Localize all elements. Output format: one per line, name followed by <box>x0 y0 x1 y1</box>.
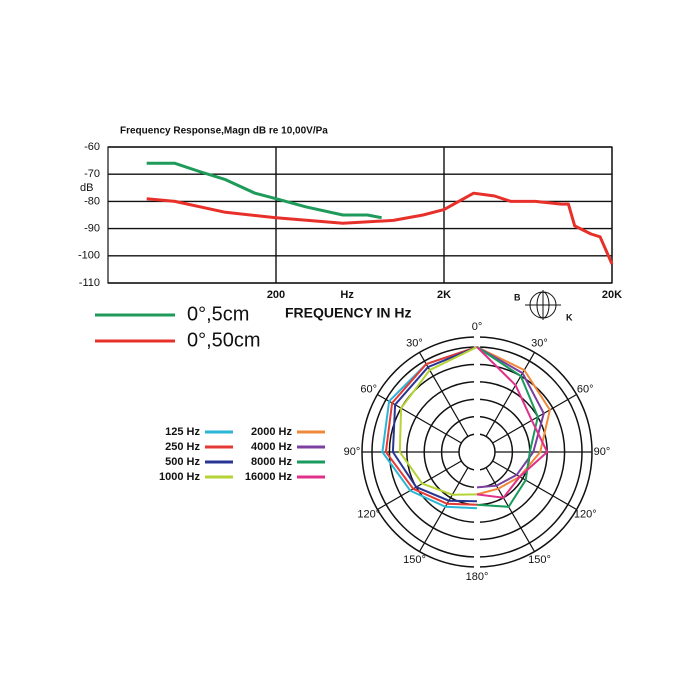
logo-ellipse <box>536 291 550 319</box>
logo <box>525 290 561 320</box>
logo-text: K <box>566 312 573 322</box>
theta-tick-label: 120° <box>574 508 597 520</box>
polar-line <box>391 346 478 503</box>
theta-tick-label: 30° <box>531 338 548 350</box>
legend-label: 0°,50cm <box>187 329 261 351</box>
chart-title: Frequency Response,Magn dB re 10,00V/Pa <box>120 126 328 137</box>
y-tick-label: -70 <box>84 168 100 180</box>
legend-label: 4000 Hz <box>251 441 292 453</box>
series-line <box>146 161 382 220</box>
y-tick-label: -100 <box>78 250 100 262</box>
theta-tick-label: 90° <box>594 446 611 458</box>
legend-label: 125 Hz <box>165 426 200 438</box>
y-axis-label: dB <box>80 182 93 194</box>
series-line <box>146 191 614 265</box>
legend-label: 250 Hz <box>165 441 200 453</box>
y-tick-label: -110 <box>79 277 100 289</box>
theta-tick-label: 30° <box>406 338 423 350</box>
grid-spoke <box>377 460 462 511</box>
polar-line <box>398 346 478 496</box>
theta-tick-label: 150° <box>403 554 426 566</box>
x-unit-label: Hz <box>340 289 354 301</box>
grid-spoke <box>418 352 469 437</box>
grid-spoke <box>485 467 536 552</box>
legend-label: 0°,5cm <box>187 303 249 325</box>
polar-line <box>384 346 478 506</box>
polar-line <box>476 346 545 489</box>
theta-tick-label: 60° <box>360 383 377 395</box>
legend-label: 2000 Hz <box>251 426 292 438</box>
y-tick-label: -90 <box>84 223 100 235</box>
legend-label: 8000 Hz <box>251 456 292 468</box>
theta-tick-label: 120° <box>357 508 380 520</box>
legend-label: 500 Hz <box>165 456 200 468</box>
x-tick-label: 200 <box>267 289 285 301</box>
polar-line <box>476 346 549 499</box>
x-tick-label: 20K <box>602 289 622 301</box>
theta-tick-label: 180° <box>466 571 489 583</box>
polar-line <box>476 346 551 496</box>
grid-spoke <box>418 467 469 552</box>
theta-tick-label: 0° <box>472 321 483 333</box>
theta-tick-label: 150° <box>528 554 551 566</box>
legend-label: 16000 Hz <box>245 471 293 483</box>
polar-line <box>476 346 539 508</box>
grid-spoke <box>492 393 577 444</box>
logo-text: B <box>514 292 521 302</box>
center-gap <box>474 335 480 569</box>
x-axis-label: FREQUENCY IN Hz <box>285 305 412 321</box>
x-tick-label: 2K <box>437 289 451 301</box>
theta-tick-label: 60° <box>577 383 594 395</box>
theta-tick-label: 90° <box>344 446 361 458</box>
y-tick-label: -60 <box>84 141 100 153</box>
legend-label: 1000 Hz <box>159 471 200 483</box>
y-tick-label: -80 <box>84 195 100 207</box>
grid-spoke <box>485 352 536 437</box>
grid-spoke <box>492 460 577 511</box>
